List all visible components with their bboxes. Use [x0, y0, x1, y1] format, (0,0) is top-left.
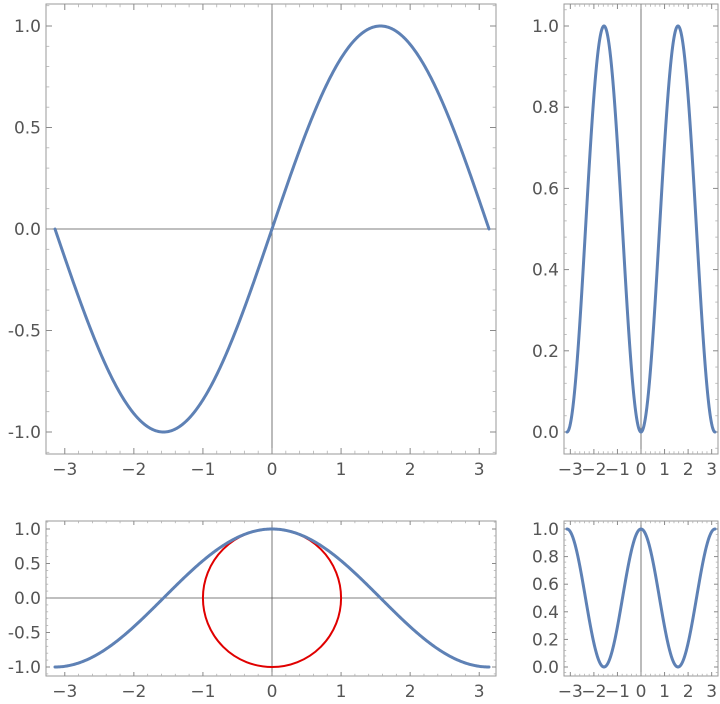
- y-tick-label: 1.0: [532, 17, 559, 37]
- y-tick-label: 0.5: [14, 555, 41, 575]
- plot-frame: [45, 520, 497, 677]
- x-tick-label: 2: [683, 682, 694, 702]
- y-tick-label: 0.8: [532, 98, 559, 118]
- x-tick-label: −1: [190, 682, 215, 702]
- x-tick-label: 1: [659, 460, 670, 480]
- x-tick-label: 3: [706, 682, 717, 702]
- y-tick-label: 1.0: [14, 520, 41, 540]
- x-tick-label: −3: [52, 460, 77, 480]
- x-tick-label: 0: [636, 460, 647, 480]
- x-tick-label: −2: [581, 460, 606, 480]
- x-tick-label: 0: [636, 682, 647, 702]
- x-tick-label: −3: [52, 682, 77, 702]
- x-tick-label: −1: [605, 682, 630, 702]
- y-tick-label: 0.4: [532, 261, 559, 281]
- x-tick-label: −1: [605, 460, 630, 480]
- x-tick-label: −1: [190, 460, 215, 480]
- y-tick-label: -0.5: [8, 624, 41, 644]
- x-tick-label: −2: [121, 460, 146, 480]
- y-tick-label: -1.0: [8, 658, 41, 678]
- y-tick-label: 0.6: [532, 575, 559, 595]
- y-tick-label: 0.8: [532, 548, 559, 568]
- panel-top-left: −3 −2 −1 0 1 2 3 -1.0 -0.5 0.0 0.5 1.0: [8, 3, 497, 480]
- panel-bottom-right: −3−2−1 0 1 2 3 0.0 0.2 0.4 0.6 0.8 1.0: [532, 520, 719, 702]
- x-tick-label: 1: [336, 682, 347, 702]
- panel-top-right: −3−2−1 0 1 2 3 0.0 0.2 0.4 0.6 0.8 1.0: [532, 3, 719, 480]
- y-tick-label: 0.0: [532, 423, 559, 443]
- x-tick-label: 3: [474, 460, 485, 480]
- y-tick-label: 0.2: [532, 342, 559, 362]
- x-tick-label: 2: [405, 682, 416, 702]
- x-tick-label: 0: [267, 460, 278, 480]
- series-line: [565, 527, 717, 669]
- y-tick-label: 0.0: [532, 658, 559, 678]
- x-tick-label: 1: [659, 682, 670, 702]
- series-line: [565, 24, 717, 434]
- x-tick-label: −2: [121, 682, 146, 702]
- x-tick-label: −3: [558, 460, 583, 480]
- y-tick-label: 0.5: [14, 119, 41, 139]
- x-tick-label: 3: [474, 682, 485, 702]
- series-line: [53, 527, 491, 669]
- x-tick-label: 3: [706, 460, 717, 480]
- x-tick-label: 1: [336, 460, 347, 480]
- y-tick-label: 0.2: [532, 630, 559, 650]
- x-tick-label: 0: [267, 682, 278, 702]
- panel-bottom-left: −3 −2 −1 0 1 2 3 -1.0 -0.5 0.0 0.5 1.0: [8, 520, 497, 702]
- x-tick-label: −3: [558, 682, 583, 702]
- x-tick-label: 2: [683, 460, 694, 480]
- x-tick-label: 2: [405, 460, 416, 480]
- y-tick-label: 0.4: [532, 603, 559, 623]
- y-tick-label: 1.0: [14, 17, 41, 37]
- y-tick-label: 0.6: [532, 179, 559, 199]
- x-tick-label: −2: [581, 682, 606, 702]
- y-tick-label: -0.5: [8, 322, 41, 342]
- y-tick-label: 1.0: [532, 520, 559, 540]
- y-tick-label: -1.0: [8, 423, 41, 443]
- y-tick-label: 0.0: [14, 589, 41, 609]
- series-line: [53, 24, 491, 434]
- y-tick-label: 0.0: [14, 220, 41, 240]
